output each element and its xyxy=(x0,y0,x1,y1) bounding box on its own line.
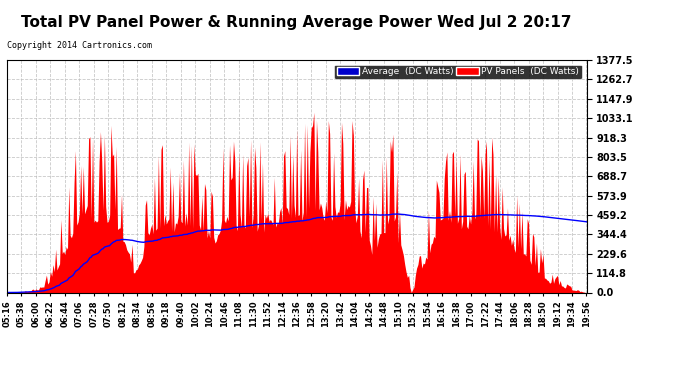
Text: Copyright 2014 Cartronics.com: Copyright 2014 Cartronics.com xyxy=(7,41,152,50)
Text: Total PV Panel Power & Running Average Power Wed Jul 2 20:17: Total PV Panel Power & Running Average P… xyxy=(21,15,572,30)
Legend: Average  (DC Watts), PV Panels  (DC Watts): Average (DC Watts), PV Panels (DC Watts) xyxy=(334,64,582,79)
